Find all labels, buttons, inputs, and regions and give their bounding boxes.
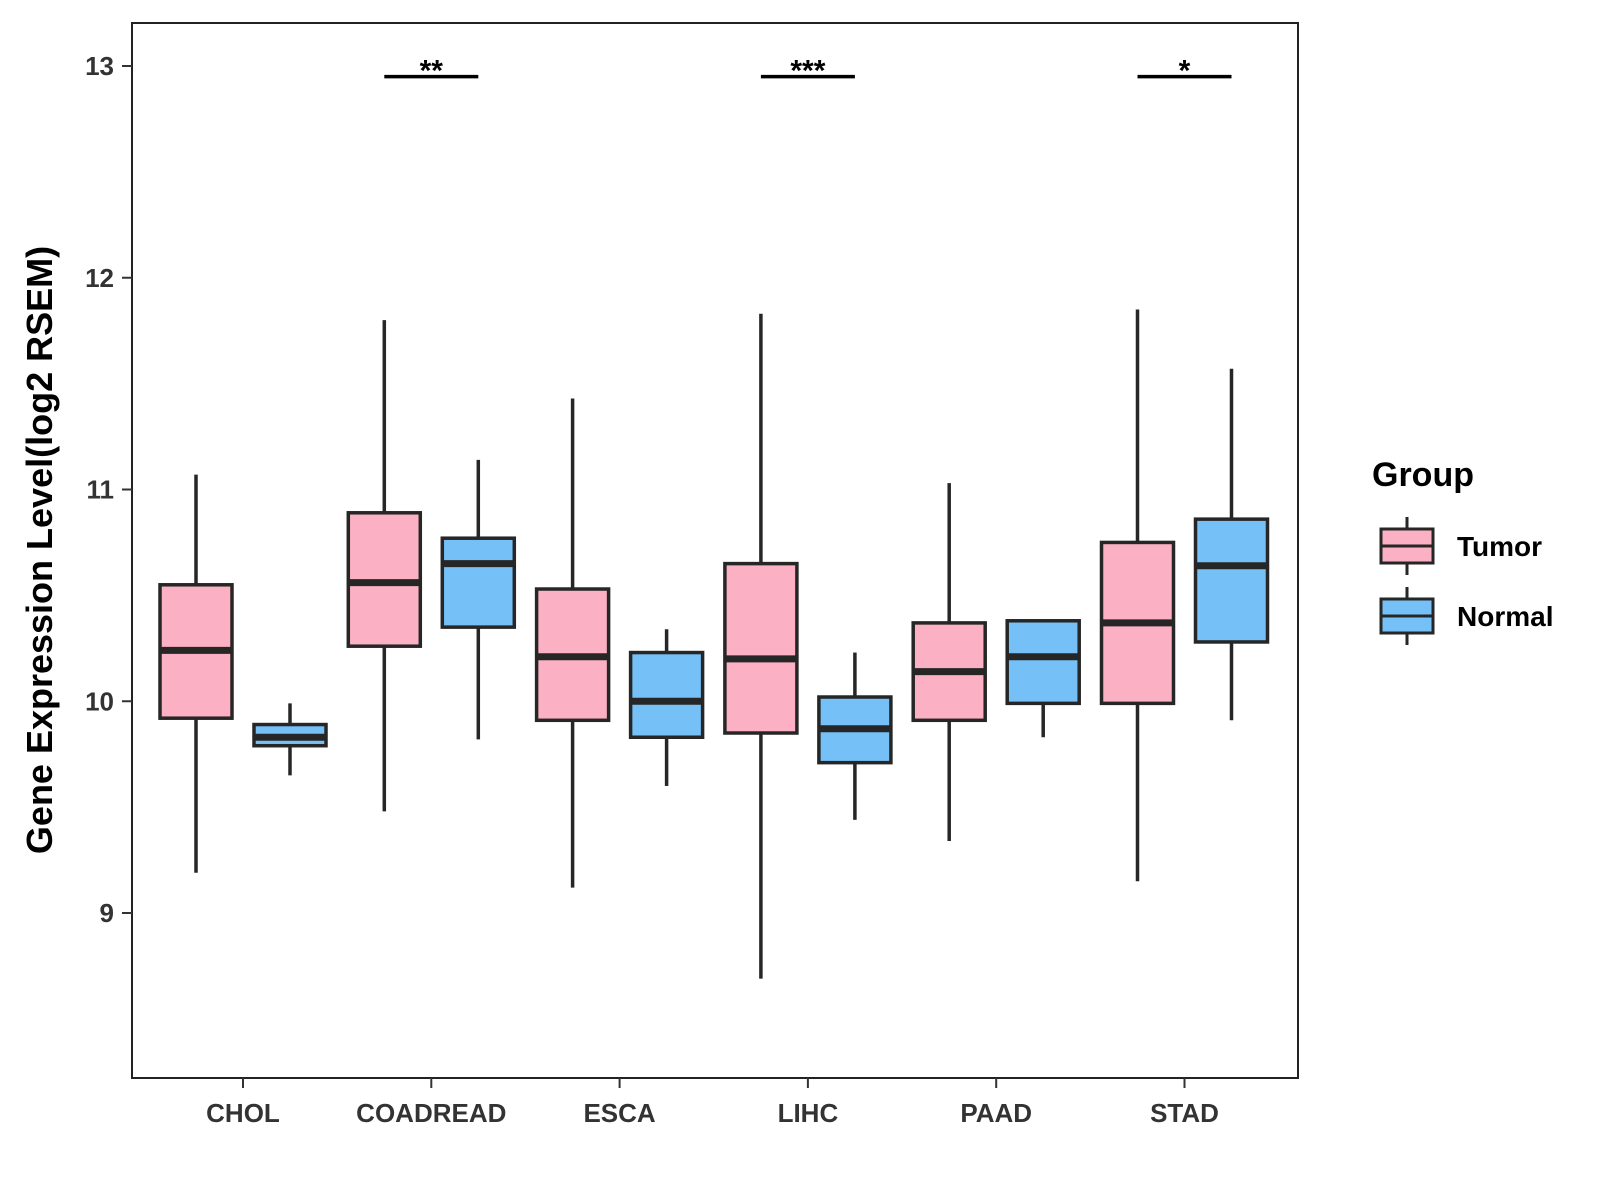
x-tick-label: PAAD (960, 1098, 1032, 1128)
significance-label: ** (420, 55, 444, 88)
significance-label: *** (790, 55, 825, 88)
x-tick-label: STAD (1150, 1098, 1219, 1128)
x-tick-label: LIHC (778, 1098, 839, 1128)
y-tick-label: 11 (87, 475, 115, 505)
box-iqr (628, 650, 705, 739)
legend: Group Tumor Normal (1372, 456, 1553, 645)
y-axis: 9 10 11 12 13 (85, 51, 132, 928)
x-axis: CHOL COADREAD ESCA LIHC PAAD STAD (206, 1078, 1219, 1128)
x-tick-label: COADREAD (356, 1098, 506, 1128)
y-tick-label: 9 (100, 898, 114, 928)
significance-annotations: ** *** * (384, 55, 1232, 88)
legend-label: Normal (1457, 601, 1553, 632)
significance-label: * (1179, 55, 1191, 88)
box-tumor-paad (911, 483, 987, 842)
box-iqr (1005, 619, 1081, 706)
legend-title: Group (1372, 456, 1474, 494)
box-iqr (440, 536, 517, 629)
box-tumor-lihc (723, 313, 799, 979)
y-tick-label: 12 (85, 263, 114, 293)
box-normal-lihc (817, 652, 893, 820)
box-tumor-chol (158, 474, 234, 873)
legend-label: Tumor (1457, 531, 1542, 562)
y-axis-title: Gene Expression Level(log2 RSEM) (19, 246, 60, 854)
box-series (158, 309, 1270, 979)
y-tick-label: 10 (85, 686, 114, 716)
box-normal-paad (1005, 619, 1081, 738)
box-normal-chol (252, 703, 328, 776)
box-normal-stad (1193, 368, 1270, 721)
box-iqr (723, 561, 799, 735)
legend-entry-tumor: Tumor (1379, 517, 1542, 575)
box-tumor-coadread (346, 320, 423, 812)
legend-entry-normal: Normal (1379, 587, 1553, 645)
x-tick-label: ESCA (583, 1098, 655, 1128)
box-tumor-esca (534, 398, 611, 888)
box-normal-coadread (440, 459, 517, 740)
box-iqr (1193, 517, 1270, 644)
x-tick-label: CHOL (206, 1098, 280, 1128)
box-tumor-stad (1099, 309, 1176, 882)
box-normal-esca (628, 629, 705, 786)
y-tick-label: 13 (85, 51, 114, 81)
